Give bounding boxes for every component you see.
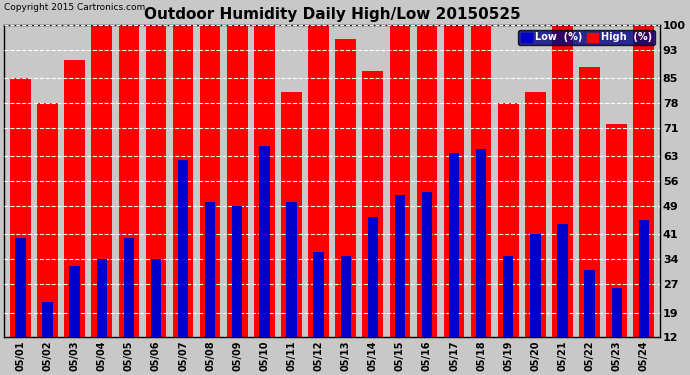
Bar: [525, 92, 546, 375]
Title: Outdoor Humidity Daily High/Low 20150525: Outdoor Humidity Daily High/Low 20150525: [144, 7, 520, 22]
Bar: [611, 288, 622, 375]
Text: Copyright 2015 Cartronics.com: Copyright 2015 Cartronics.com: [4, 3, 146, 12]
Bar: [64, 60, 85, 375]
Bar: [313, 252, 324, 375]
Bar: [417, 25, 437, 375]
Bar: [15, 238, 26, 375]
Bar: [254, 25, 275, 375]
Bar: [227, 25, 248, 375]
Bar: [580, 68, 600, 375]
Bar: [476, 149, 486, 375]
Bar: [422, 192, 432, 375]
Bar: [471, 25, 491, 375]
Bar: [368, 217, 378, 375]
Bar: [503, 256, 513, 375]
Bar: [70, 266, 80, 375]
Bar: [281, 92, 302, 375]
Bar: [444, 25, 464, 375]
Bar: [558, 224, 568, 375]
Bar: [146, 25, 166, 375]
Bar: [395, 195, 405, 375]
Bar: [498, 103, 519, 375]
Bar: [335, 39, 356, 375]
Bar: [200, 25, 220, 375]
Bar: [340, 256, 351, 375]
Bar: [362, 71, 383, 375]
Bar: [232, 206, 242, 375]
Bar: [607, 124, 627, 375]
Bar: [42, 302, 52, 375]
Legend: Low  (%), High  (%): Low (%), High (%): [518, 30, 656, 45]
Bar: [530, 234, 540, 375]
Bar: [584, 270, 595, 375]
Bar: [390, 25, 410, 375]
Bar: [308, 25, 329, 375]
Bar: [205, 202, 215, 375]
Bar: [172, 25, 193, 375]
Bar: [119, 25, 139, 375]
Bar: [97, 259, 107, 375]
Bar: [151, 259, 161, 375]
Bar: [552, 25, 573, 375]
Bar: [286, 202, 297, 375]
Bar: [259, 146, 270, 375]
Bar: [449, 153, 460, 375]
Bar: [124, 238, 134, 375]
Bar: [37, 103, 58, 375]
Bar: [92, 25, 112, 375]
Bar: [639, 220, 649, 375]
Bar: [178, 160, 188, 375]
Bar: [10, 78, 31, 375]
Bar: [633, 25, 654, 375]
